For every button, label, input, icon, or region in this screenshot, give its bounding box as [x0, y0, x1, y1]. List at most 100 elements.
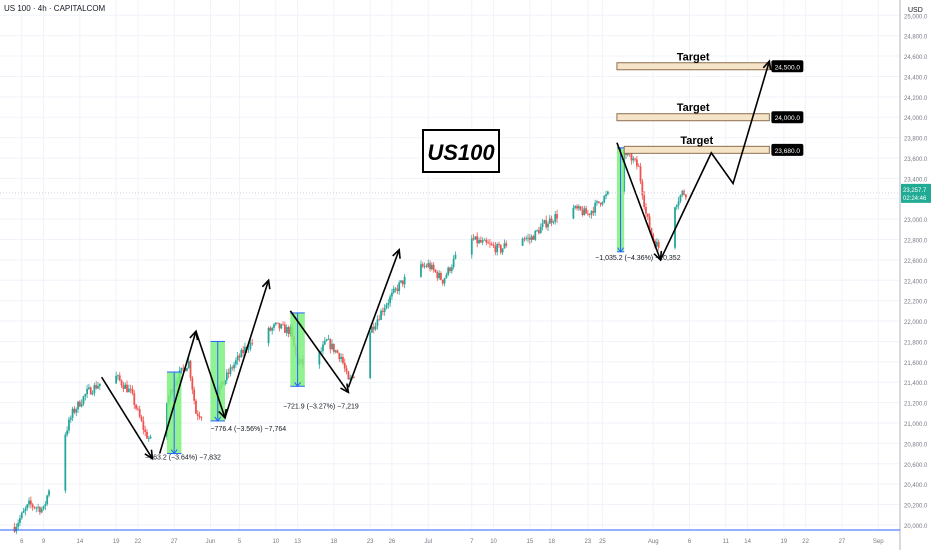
candle-body: [129, 388, 132, 390]
candle-body: [144, 429, 147, 432]
candle-body: [31, 504, 34, 507]
candle-body: [470, 238, 473, 255]
candle-body: [273, 324, 275, 328]
candle-body: [340, 357, 343, 359]
y-tick-label: 23,600.0: [904, 157, 928, 163]
candle-body: [634, 158, 636, 160]
x-tick-label: 22: [802, 539, 809, 545]
candle-body: [534, 230, 537, 240]
x-tick-label: 19: [113, 539, 120, 545]
candle-body: [400, 280, 402, 283]
candle-body: [137, 408, 139, 410]
candle-body: [287, 327, 290, 335]
candle-body: [449, 267, 451, 272]
candle-body: [536, 230, 538, 232]
candle-body: [601, 202, 604, 205]
currency-label: USD: [908, 7, 923, 14]
candle-body: [118, 375, 121, 381]
target-price-label: 24,000.0: [775, 115, 801, 122]
projection-arrowhead: [144, 449, 154, 461]
candle-body: [271, 327, 274, 331]
measurement-arrowhead: [214, 416, 222, 422]
x-tick-label: 7: [470, 539, 474, 545]
candle-body: [380, 310, 382, 320]
candle-body: [66, 430, 69, 435]
candle-body: [443, 278, 446, 284]
x-tick-label: 6: [20, 539, 24, 545]
candle-body: [478, 240, 480, 244]
candle-body: [398, 282, 401, 292]
x-tick-label: 6: [688, 539, 692, 545]
candle-body: [650, 228, 653, 234]
target-zone: [623, 145, 770, 154]
candle-body: [429, 263, 431, 270]
measurement-label: −776.4 (−3.56%) −7,764: [210, 426, 286, 433]
candle-body: [528, 237, 531, 240]
y-tick-label: 20,600.0: [904, 463, 928, 469]
candle-body: [89, 387, 92, 395]
candle-body: [657, 241, 660, 248]
candle-body: [93, 385, 96, 394]
candle-body: [75, 409, 78, 413]
candle-body: [40, 508, 43, 513]
projection-arrow: [616, 142, 662, 261]
candle-body: [641, 181, 644, 196]
candle-body: [196, 413, 199, 416]
candle-body: [244, 346, 246, 354]
candle-body: [490, 243, 493, 245]
candle-body: [285, 327, 288, 333]
candle-body: [135, 404, 137, 409]
candle-body: [556, 214, 558, 219]
candle-body: [280, 324, 283, 329]
candle-body: [574, 206, 577, 208]
x-tick-label: 23: [367, 539, 374, 545]
measurement-label: −1,035.2 (−4.36%) −10,352: [595, 255, 681, 262]
candle-body: [88, 387, 90, 389]
candle-body: [238, 355, 241, 358]
candle-body: [193, 389, 196, 401]
candle-body: [391, 292, 393, 297]
candle-body: [541, 223, 544, 227]
title-frame: [422, 129, 500, 173]
y-tick-label: 25,000.0: [904, 14, 928, 20]
candle-body: [434, 269, 437, 272]
candle-body: [267, 327, 270, 344]
candle-body: [577, 206, 580, 209]
candle-body: [147, 438, 150, 440]
candle-body: [283, 324, 286, 333]
x-tick-label: 5: [238, 539, 242, 545]
candle-body: [22, 511, 25, 513]
candle-body: [320, 350, 323, 352]
measurement-arrowhead: [617, 247, 624, 253]
candle-body: [547, 223, 549, 228]
candle-body: [189, 360, 192, 378]
candle-body: [430, 264, 433, 270]
candle-body: [436, 271, 439, 279]
candle-body: [385, 304, 388, 309]
candle-body: [425, 265, 428, 267]
candle-body: [336, 350, 339, 354]
candle-body: [496, 244, 499, 253]
candle-body: [677, 201, 680, 206]
candle-body: [450, 267, 453, 272]
candle-body: [374, 325, 377, 330]
projection-arrow: [289, 310, 350, 393]
candle-body: [438, 273, 441, 279]
candle-body: [675, 205, 678, 208]
candle-body: [331, 343, 333, 350]
candle-body: [489, 243, 491, 245]
candle-body: [587, 213, 589, 215]
y-tick-label: 21,200.0: [904, 402, 928, 408]
candle-body: [349, 377, 352, 380]
candle-body: [376, 319, 379, 326]
target-price-label: 23,680.0: [775, 148, 801, 155]
chart-title-box: US100: [422, 129, 500, 173]
candle-body: [82, 396, 85, 404]
candle-body: [630, 152, 633, 161]
candle-body: [352, 376, 355, 379]
candle-body: [342, 357, 344, 364]
y-tick-label: 24,600.0: [904, 55, 928, 61]
price-axis-panel: [900, 0, 932, 550]
